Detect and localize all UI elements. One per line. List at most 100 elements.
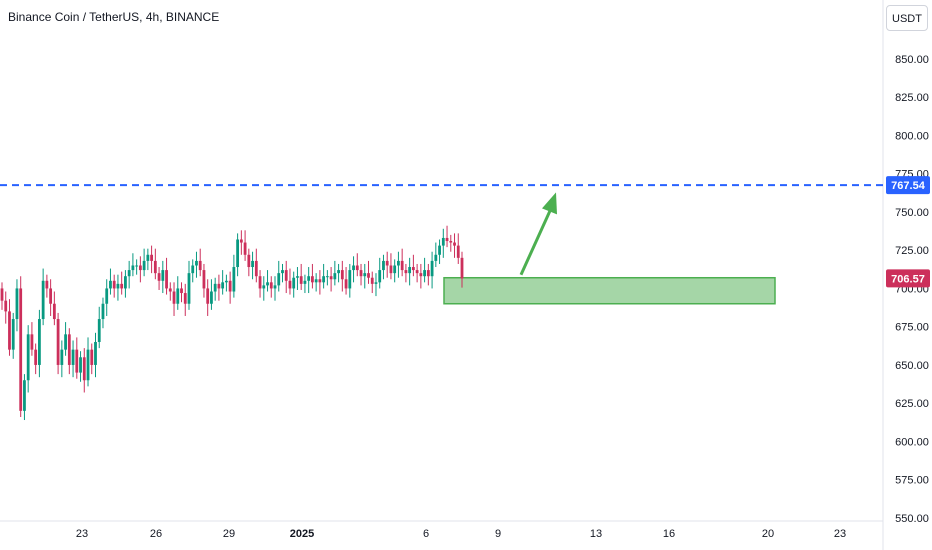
candle xyxy=(314,279,318,283)
candle xyxy=(168,288,172,292)
candle xyxy=(329,276,333,280)
currency-button[interactable]: USDT xyxy=(886,5,928,31)
candle xyxy=(367,273,370,278)
candle xyxy=(370,277,374,284)
candle xyxy=(67,334,71,365)
x-tick-label: 9 xyxy=(495,528,501,540)
candle xyxy=(385,260,389,266)
candle xyxy=(101,303,105,320)
candle xyxy=(150,254,153,261)
candle xyxy=(131,265,135,271)
candle xyxy=(441,237,445,246)
candle xyxy=(303,280,307,284)
candle xyxy=(75,349,79,373)
candle xyxy=(359,270,363,277)
candle xyxy=(318,279,322,283)
candle xyxy=(191,265,195,274)
candle xyxy=(456,245,460,258)
x-tick-label: 26 xyxy=(150,528,162,540)
candle xyxy=(337,270,340,274)
candle xyxy=(340,270,344,280)
candle xyxy=(262,285,266,289)
x-tick-label: 13 xyxy=(590,528,602,540)
candle xyxy=(165,270,168,289)
y-tick-label: 575.00 xyxy=(895,475,929,487)
candle xyxy=(97,319,101,342)
candle xyxy=(146,254,150,261)
candle xyxy=(19,288,23,411)
candle xyxy=(236,239,240,268)
candle xyxy=(8,311,11,350)
candle xyxy=(453,242,456,246)
candle xyxy=(60,349,64,365)
candle xyxy=(90,349,94,365)
target-arrow-head xyxy=(542,192,557,215)
candle xyxy=(228,280,232,292)
candle xyxy=(363,273,367,277)
demand-zone[interactable] xyxy=(443,276,776,305)
candle xyxy=(325,276,329,278)
candle xyxy=(11,319,15,350)
candle xyxy=(153,260,157,274)
candle xyxy=(15,288,19,320)
candle xyxy=(352,265,355,271)
candle xyxy=(449,241,453,243)
candle xyxy=(221,282,225,289)
target-arrow-shaft xyxy=(519,205,554,276)
candle xyxy=(411,267,415,271)
candle xyxy=(322,276,326,283)
candle xyxy=(49,288,53,304)
candle xyxy=(94,341,97,365)
x-tick-label: 6 xyxy=(423,528,429,540)
candle xyxy=(26,334,30,381)
candle xyxy=(389,265,393,274)
candle xyxy=(210,291,213,304)
candle xyxy=(120,283,124,289)
candle xyxy=(277,273,281,286)
candle xyxy=(116,283,120,289)
candle xyxy=(243,242,247,255)
candle xyxy=(434,254,438,261)
candle xyxy=(251,260,254,268)
candle xyxy=(438,245,441,255)
price-label: 706.57 xyxy=(891,273,925,285)
candle xyxy=(374,282,378,284)
candle xyxy=(355,265,359,271)
candle xyxy=(45,280,49,289)
x-tick-label: 23 xyxy=(834,528,846,540)
candle xyxy=(0,288,4,301)
candle xyxy=(284,270,288,281)
candle xyxy=(430,260,434,277)
y-tick-label: 750.00 xyxy=(895,207,929,219)
candle xyxy=(269,282,273,289)
candle xyxy=(311,276,314,283)
candle xyxy=(254,260,258,277)
candle xyxy=(419,273,423,277)
candle xyxy=(198,260,202,271)
candle xyxy=(404,270,408,274)
candle xyxy=(426,270,430,277)
candle xyxy=(176,288,180,304)
candle xyxy=(127,270,131,277)
candle xyxy=(299,276,303,284)
candle xyxy=(86,349,90,381)
candle xyxy=(247,254,251,268)
candle xyxy=(37,319,41,365)
candle xyxy=(445,237,449,242)
y-tick-label: 600.00 xyxy=(895,436,929,448)
candle xyxy=(23,380,26,411)
candle xyxy=(382,260,385,271)
candle xyxy=(273,285,277,289)
x-tick-label: 2025 xyxy=(290,528,314,540)
price-label-bg xyxy=(886,176,930,195)
candle xyxy=(4,300,8,312)
candle xyxy=(415,270,419,274)
candle xyxy=(344,279,348,289)
candle xyxy=(172,291,176,304)
candle xyxy=(224,280,228,283)
y-tick-label: 650.00 xyxy=(895,360,929,372)
candle xyxy=(232,267,236,292)
chart-title: Binance Coin / TetherUS, 4h, BINANCE xyxy=(8,10,220,24)
candle xyxy=(138,265,142,271)
